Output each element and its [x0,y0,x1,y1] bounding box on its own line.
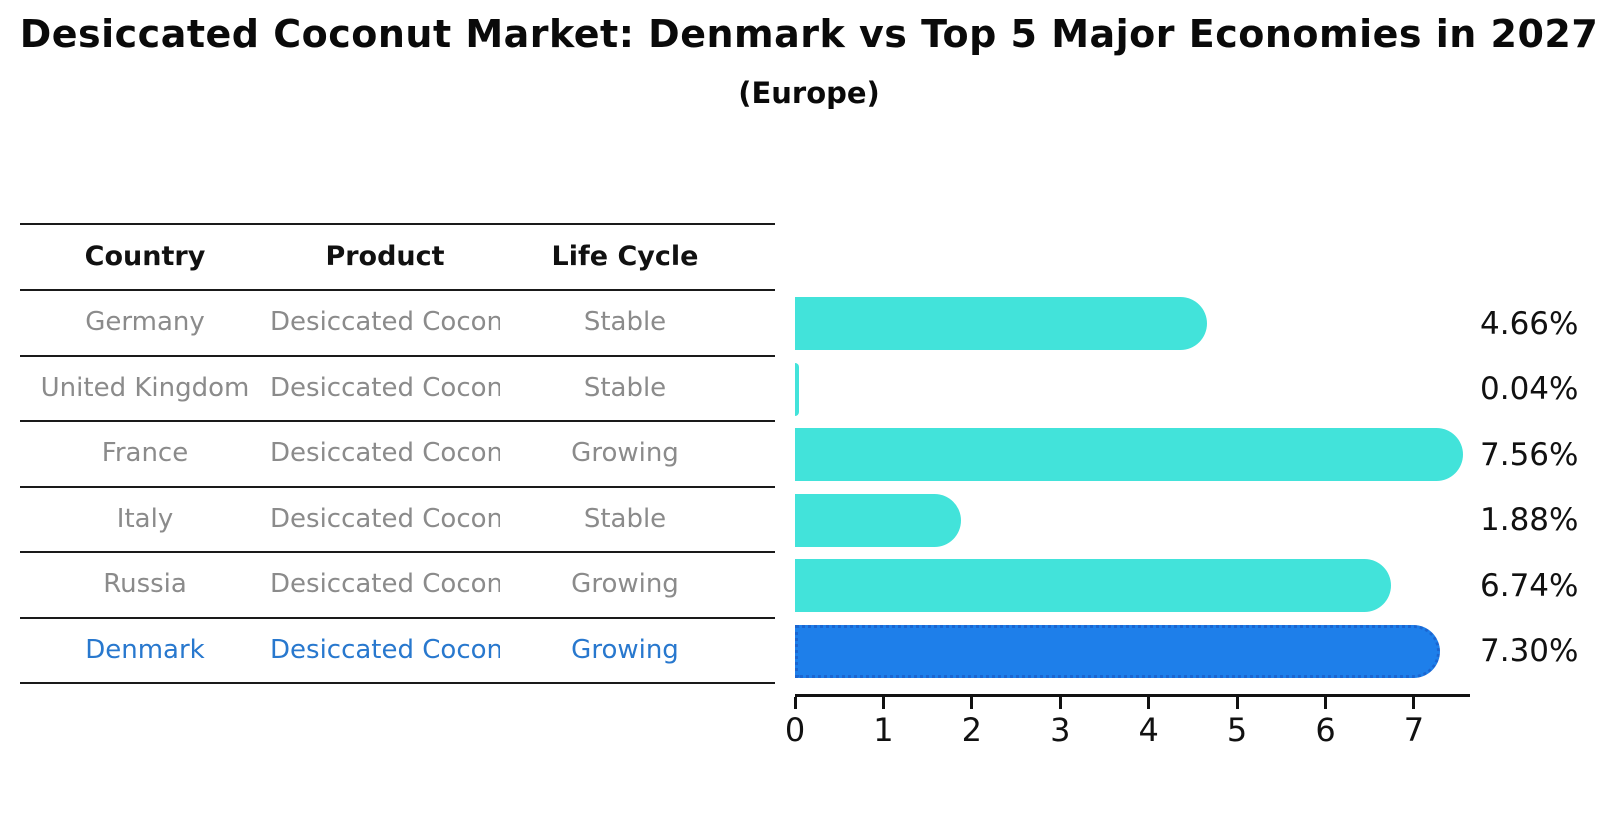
x-tick-label: 6 [1315,711,1336,749]
table-row-italy: Italy Desiccated Coconut Stable [20,488,775,553]
cell-country: United Kingdom [40,372,250,403]
x-tick-label: 7 [1403,711,1425,749]
bar-france [795,428,1464,482]
cell-product: Desiccated Coconut [270,569,500,599]
bar-denmark-highlighted [795,624,1441,678]
cell-country: Denmark [85,634,205,665]
x-tick-mark [881,697,885,709]
cell-country: Russia [103,569,187,599]
cell-product: Desiccated Coconut [270,307,500,337]
bar-russia [795,559,1391,613]
x-axis-line [795,694,1470,697]
value-label-united-kingdom: 0.04% [1480,371,1579,408]
x-tick-label: 1 [873,711,894,749]
cell-product: Desiccated Coconut [270,503,500,534]
column-header-country: Country [84,241,206,272]
cell-life-cycle: Growing [571,438,679,468]
x-tick-mark [1324,697,1328,709]
x-tick-mark [1235,697,1239,709]
x-tick-label: 5 [1226,711,1248,749]
value-label-germany: 4.66% [1480,305,1579,342]
cell-life-cycle: Stable [583,307,667,337]
table-row-russia: Russia Desiccated Coconut Growing [20,553,775,619]
column-header-life-cycle: Life Cycle [551,241,699,272]
cell-product: Desiccated Coconut [270,438,500,468]
bar-united-kingdom [795,362,799,416]
x-tick-label: 0 [784,711,806,749]
bar-italy [795,493,962,547]
value-label-italy: 1.88% [1480,502,1579,539]
cell-product: Desiccated Coconut [270,372,500,403]
x-tick-mark [1412,697,1416,709]
cell-life-cycle: Stable [583,372,667,403]
value-label-russia: 6.74% [1480,567,1579,604]
cell-country: France [101,438,189,468]
page-title: Desiccated Coconut Market: Denmark vs To… [19,12,1599,56]
value-label-france: 7.56% [1480,436,1579,473]
cell-country: Italy [116,503,174,534]
cell-life-cycle: Growing [571,634,679,665]
bar-germany [795,297,1208,351]
x-tick-mark [793,697,797,709]
table-row-germany: Germany Desiccated Coconut Stable [20,291,775,357]
x-tick-label: 2 [961,711,982,749]
x-tick-mark [1058,697,1062,709]
value-label-denmark: 7.30% [1480,633,1579,670]
page-subtitle: (Europe) [738,76,880,110]
table-header-row: Country Product Life Cycle [20,225,775,291]
cell-life-cycle: Stable [583,503,667,534]
x-tick-label: 3 [1050,711,1071,749]
x-tick-mark [970,697,974,709]
cell-country: Germany [85,307,205,337]
table-row-denmark-highlighted: Denmark Desiccated Coconut Growing [20,619,775,684]
table-row-france: France Desiccated Coconut Growing [20,422,775,488]
x-tick-mark [1147,697,1151,709]
column-header-product: Product [325,241,445,272]
cell-life-cycle: Growing [571,569,679,599]
cell-product: Desiccated Coconut [270,634,500,665]
market-table: Country Product Life Cycle Germany Desic… [20,223,775,684]
x-tick-label: 4 [1138,711,1159,749]
table-row-united-kingdom: United Kingdom Desiccated Coconut Stable [20,357,775,422]
